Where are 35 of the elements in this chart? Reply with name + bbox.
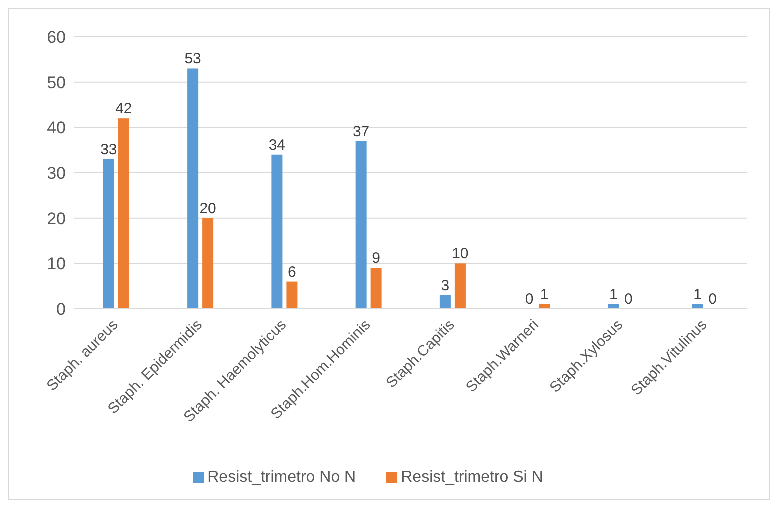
bar (118, 118, 130, 309)
data-label: 53 (184, 50, 202, 68)
bar (454, 264, 466, 309)
bar (272, 154, 283, 309)
legend-label: Resist_trimetro No N (208, 469, 356, 486)
y-tick-label: 50 (47, 73, 66, 92)
y-tick-label: 10 (47, 254, 66, 274)
data-label: 0 (624, 291, 633, 308)
bar (188, 68, 199, 309)
bar (370, 268, 382, 309)
bar (286, 282, 298, 309)
data-label: 37 (352, 123, 370, 140)
bar (356, 141, 367, 309)
data-label: 20 (200, 200, 216, 218)
bar (103, 159, 114, 309)
legend-label: Resist_trimetro Si N (401, 469, 544, 486)
data-label: 0 (525, 291, 534, 308)
data-label: 33 (100, 141, 118, 158)
data-label: 42 (116, 100, 132, 118)
y-tick-label: 20 (47, 209, 66, 228)
y-tick-label: 40 (47, 118, 66, 138)
y-tick-label: 0 (56, 300, 66, 320)
data-label: 10 (452, 246, 469, 263)
data-label: 1 (610, 286, 618, 304)
y-tick-label: 60 (47, 28, 66, 48)
data-label: 6 (288, 264, 296, 281)
data-label: 0 (708, 291, 717, 308)
data-label: 34 (268, 136, 286, 154)
data-label: 9 (372, 250, 380, 268)
bar (202, 218, 214, 309)
data-label: 3 (441, 277, 450, 294)
data-label: 1 (694, 286, 702, 304)
data-label: 1 (540, 286, 549, 304)
bar (440, 295, 451, 309)
y-tick-label: 30 (47, 164, 66, 184)
